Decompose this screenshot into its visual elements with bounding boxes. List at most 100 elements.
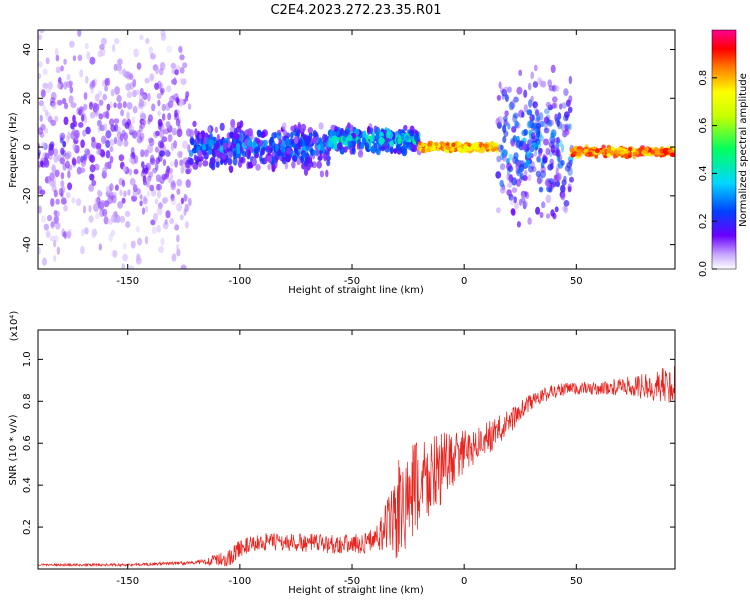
spectrogram-cell — [483, 143, 489, 149]
spectrogram-cell — [542, 157, 548, 164]
spectrogram-cell — [138, 280, 144, 288]
spectrogram-cell — [531, 166, 537, 173]
spectrogram-cell — [434, 141, 439, 147]
spectrogram-cell — [38, 127, 43, 135]
spectrogram-cell — [538, 149, 542, 157]
spectrogram-cell — [70, 102, 77, 108]
spectrogram-cell — [83, 103, 88, 111]
spectrogram-cell — [62, 140, 67, 148]
spectrogram-cell — [207, 146, 213, 155]
spectrogram-cell — [170, 173, 174, 180]
spectrogram-cell — [94, 197, 100, 205]
spectrogram-cell — [82, 205, 87, 214]
spectrogram-cell — [83, 115, 88, 124]
spectrogram-cell — [179, 77, 184, 85]
spectrogram-cell — [110, 88, 115, 97]
spectrogram-cell — [538, 186, 544, 193]
spectrogram-cell — [71, 197, 76, 204]
spectrogram-cell — [62, 97, 67, 105]
spectrogram-cell — [545, 101, 552, 108]
spectrogram-cell — [524, 191, 530, 199]
spectrogram-cell — [122, 242, 127, 250]
spectrogram-cell — [126, 91, 133, 99]
spectrogram-cell — [267, 163, 271, 171]
spectrogram-cell — [157, 80, 162, 90]
y-tick-label: 1.0 — [22, 351, 33, 367]
spectrogram-cell — [122, 101, 127, 109]
spectrogram-cell — [525, 151, 532, 158]
spectrogram-cell — [118, 154, 125, 162]
spectrogram-cell — [219, 145, 224, 153]
spectrogram-cell — [192, 120, 197, 127]
spectrogram-cell — [297, 121, 302, 130]
spectrogram-cell — [247, 128, 254, 137]
x-tick-label: 0 — [461, 276, 467, 287]
spectrogram-cell — [136, 129, 142, 138]
spectrogram-cell — [129, 178, 136, 186]
spectrogram-cell — [509, 196, 515, 206]
spectrogram-cell — [61, 149, 67, 158]
spectrogram-cell — [542, 153, 546, 161]
spectrogram-cell — [512, 112, 519, 119]
spectrogram-cell — [175, 118, 181, 127]
spectrogram-cell — [253, 146, 259, 155]
spectrogram-cell — [120, 11, 125, 17]
spectrogram-cell — [142, 197, 148, 205]
spectrogram-cell — [138, 98, 144, 108]
spectrogram-cell — [125, 83, 132, 91]
spectrogram-cell — [317, 144, 321, 150]
spectrogram-cell — [77, 54, 83, 62]
spectrogram-cell — [207, 126, 212, 134]
spectrogram-cell — [100, 37, 107, 46]
spectrogram-cell — [235, 142, 241, 151]
spectrogram-cell — [147, 175, 152, 182]
spectrogram-cell — [180, 166, 185, 174]
spectrogram-cell — [66, 151, 72, 159]
spectrogram-cell — [516, 86, 523, 95]
spectrogram-cell — [514, 120, 519, 128]
spectrogram-cell — [56, 82, 62, 89]
spectrogram-cell — [185, 168, 191, 175]
spectrogram-cell — [116, 131, 122, 140]
spectrogram-cell — [499, 179, 504, 188]
spectrogram-cell — [137, 237, 143, 246]
spectrogram-cell — [263, 156, 268, 164]
spectrogram-cell — [45, 112, 52, 121]
spectrogram-cell — [188, 129, 195, 138]
spectrogram-cell — [601, 151, 606, 156]
spectrogram-cell — [59, 157, 65, 165]
spectrogram-cell — [67, 170, 71, 179]
spectrogram-cell — [72, 114, 76, 123]
spectrogram-cell — [330, 130, 337, 137]
spectrogram-cell — [337, 142, 343, 150]
colorbar-tick-label: 0.0 — [698, 261, 709, 277]
spectrogram-cell — [182, 157, 189, 165]
spectrogram-cell — [563, 206, 568, 214]
spectrogram-cell — [474, 145, 478, 150]
spectrogram-cell — [84, 148, 91, 156]
spectrogram-cell — [117, 126, 122, 133]
spectrogram-cell — [251, 157, 257, 167]
spectrogram-x-label: Height of straight line (km) — [288, 285, 424, 296]
spectrogram-cell — [80, 245, 85, 255]
spectrogram-cell — [179, 67, 185, 74]
spectrogram-cell — [74, 129, 80, 139]
spectrogram-cell — [95, 212, 100, 220]
spectrogram-cell — [122, 165, 127, 173]
spectrogram-cell — [549, 183, 553, 192]
spectrogram-cell — [164, 196, 169, 203]
spectrogram-cell — [158, 202, 163, 210]
spectrogram-cell — [507, 123, 511, 130]
spectrogram-cell — [492, 142, 498, 147]
spectrogram-cell — [56, 2, 61, 10]
colorbar-label: Normalized spectral amplitude — [738, 73, 749, 227]
spectrogram-cell — [45, 230, 51, 238]
spectrogram-cell — [91, 280, 94, 286]
x-tick-label: -100 — [229, 576, 252, 587]
spectrogram-cell — [170, 62, 177, 69]
spectrogram-cell — [185, 204, 189, 213]
spectrogram-cell — [171, 15, 174, 21]
spectrogram-cell — [81, 114, 85, 122]
spectrogram-cell — [123, 132, 128, 141]
spectrogram-cell — [179, 159, 184, 167]
